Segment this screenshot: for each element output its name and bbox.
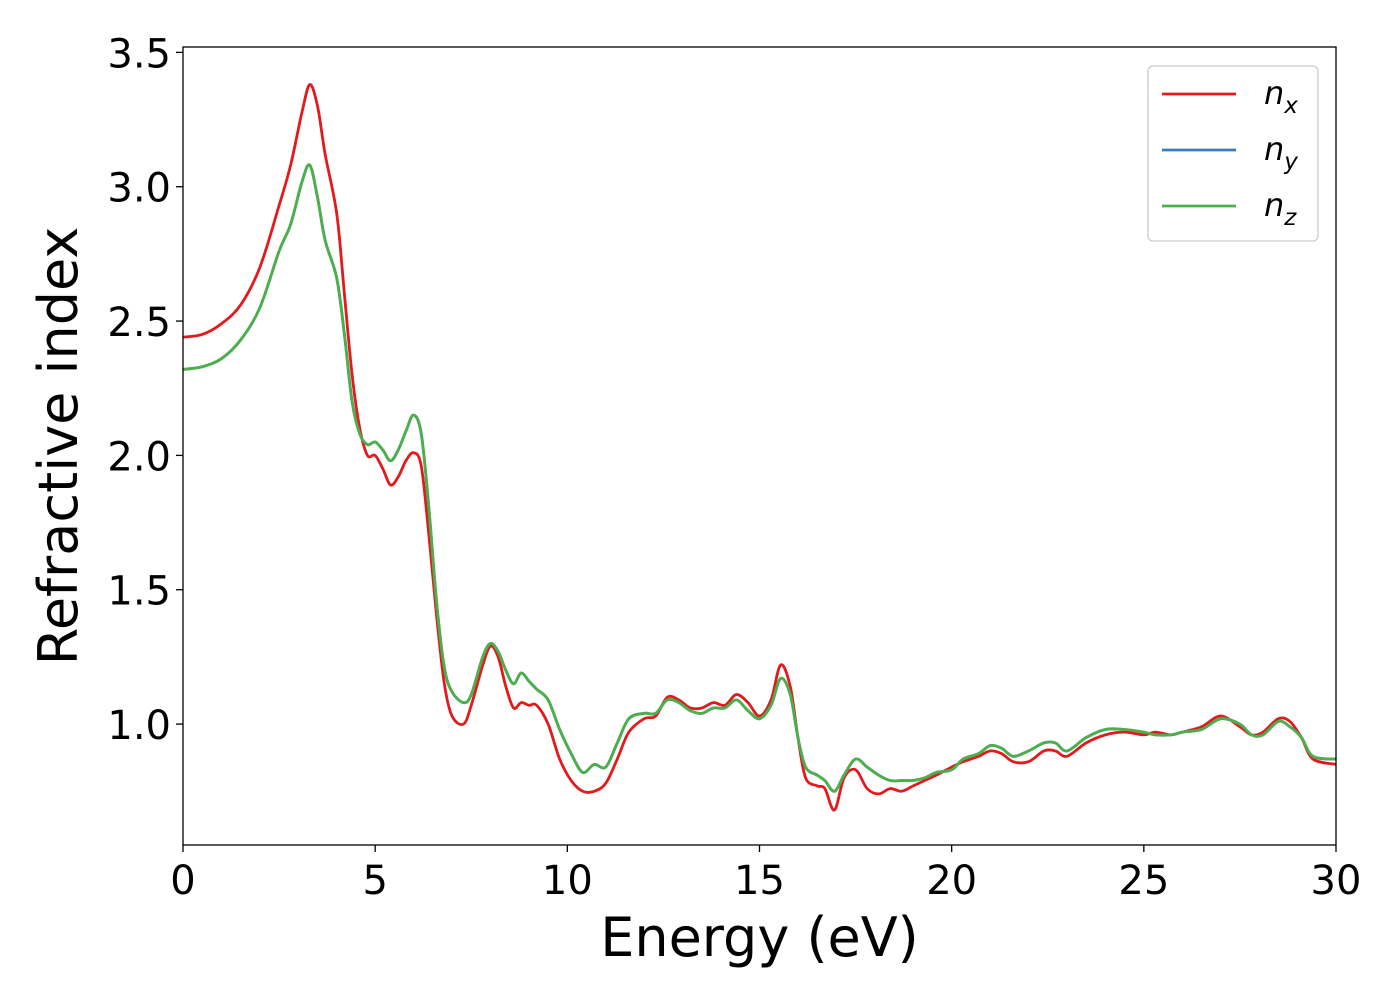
y-tick-label: 3.0 [107,166,171,212]
x-tick-label: 30 [1311,858,1362,904]
x-tick-label: 10 [542,858,593,904]
x-axis-ticks: 0 5 10 15 20 25 30 [170,845,1361,904]
x-tick-label: 20 [926,858,977,904]
legend-label-nz: nz [1264,186,1297,231]
legend-box [1147,65,1319,242]
series-line-n-y [183,163,1336,793]
y-tick-label: 1.0 [107,703,171,749]
legend-label-ny: ny [1264,130,1298,175]
legend-label-nx: nx [1264,74,1298,119]
y-tick-label: 3.5 [107,31,171,77]
x-tick-label: 15 [734,858,785,904]
series-line-n-x [183,83,1336,812]
y-tick-label: 2.5 [107,300,171,346]
legend-entries: nx ny nz [1162,74,1298,231]
x-tick-label: 5 [362,858,387,904]
y-axis-ticks: 1.0 1.5 2.0 2.5 3.0 3.5 [107,31,183,749]
series-layer [183,83,1336,812]
legend: nx ny nz [1147,65,1319,242]
y-tick-label: 1.5 [107,569,171,615]
y-axis-title: Refractive index [27,227,90,666]
series-line-n-z [183,163,1336,793]
x-axis-title: Energy (eV) [600,906,919,969]
x-tick-label: 25 [1118,858,1169,904]
y-tick-label: 2.0 [107,434,171,480]
x-tick-label: 0 [170,858,195,904]
